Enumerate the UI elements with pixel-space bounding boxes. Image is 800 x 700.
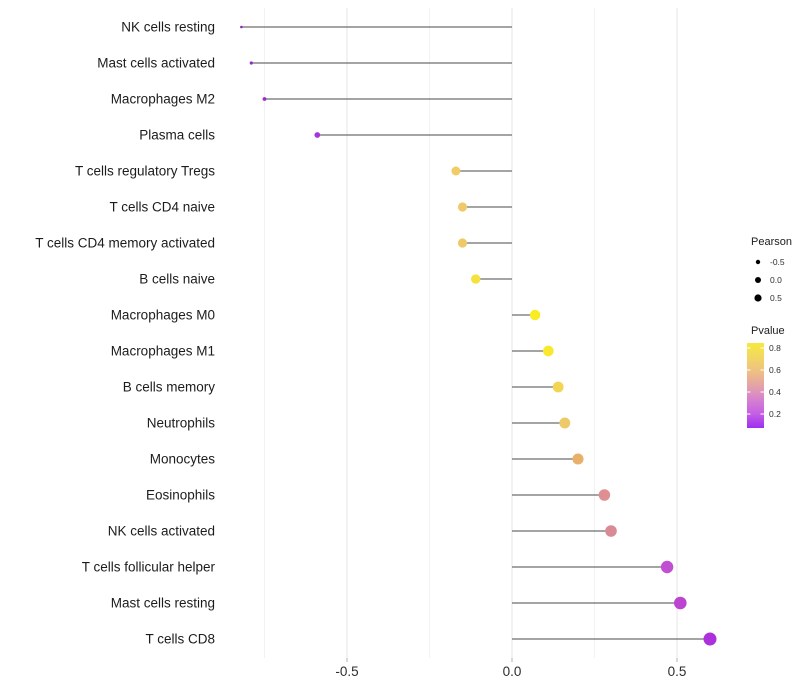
size-legend-label: 0.0 [770, 275, 782, 285]
category-label: NK cells activated [108, 524, 215, 539]
size-legend-dot [755, 259, 761, 265]
category-label: Monocytes [150, 452, 216, 467]
category-label: T cells CD4 naive [109, 200, 215, 215]
lollipop-dot [598, 489, 611, 501]
size-legend-title: Pearson [751, 236, 792, 248]
size-legend-label: 0.5 [770, 293, 782, 303]
x-axis: -0.5 0.0 0.5 [335, 658, 686, 679]
gridlines [264, 8, 678, 658]
category-label: T cells CD8 [145, 632, 215, 647]
category-label: T cells CD4 memory activated [35, 236, 215, 251]
lollipop-dot [552, 381, 564, 393]
lollipop-dot [529, 309, 541, 321]
colorbar-tick-label: 0.8 [769, 343, 781, 353]
category-label: Macrophages M2 [111, 92, 215, 107]
lollipop-dot [605, 525, 617, 537]
size-legend-label: -0.5 [770, 257, 785, 267]
x-axis-tick-label: 0.0 [503, 664, 522, 679]
x-axis-tick-label: 0.5 [668, 664, 687, 679]
category-label: Mast cells resting [111, 596, 215, 611]
colorbar-tick-label: 0.4 [769, 387, 781, 397]
category-label: Eosinophils [146, 488, 215, 503]
category-label: T cells follicular helper [82, 560, 216, 575]
lollipop-dot [542, 345, 554, 357]
category-label: Macrophages M1 [111, 344, 215, 359]
lollipop-dot [703, 632, 717, 646]
colorbar-tick-label: 0.2 [769, 409, 781, 419]
lollipop-dot [457, 202, 468, 212]
lollipop-dot [674, 596, 687, 610]
category-label: B cells memory [123, 380, 216, 395]
lollipop-dot [451, 166, 461, 176]
category-label: B cells naive [139, 272, 215, 287]
lollipop-dot [249, 61, 253, 65]
lollipop-dot [457, 238, 468, 248]
x-axis-tick-label: -0.5 [335, 664, 358, 679]
lollipop-dot [660, 560, 674, 574]
category-label: Mast cells activated [97, 56, 215, 71]
color-legend-title: Pvalue [751, 325, 785, 337]
lollipop-dot [471, 274, 481, 284]
pvalue-colorbar [747, 343, 764, 428]
category-label: Plasma cells [139, 128, 215, 143]
lollipop-dot [240, 25, 243, 29]
lollipop-dots [240, 25, 717, 646]
category-label: Neutrophils [147, 416, 216, 431]
lollipop-dot [314, 132, 321, 138]
colorbar-tick-label: 0.6 [769, 365, 781, 375]
legend: Pearson -0.5 0.0 0.5 Pvalue 0.8 0.6 0.4 0.2 [747, 236, 792, 428]
size-legend-dot [754, 294, 762, 302]
size-legend-dot [755, 277, 761, 283]
category-label: T cells regulatory Tregs [75, 164, 215, 179]
lollipop-stems [241, 26, 710, 640]
lollipop-dot [572, 453, 584, 465]
lollipop-dot [559, 417, 571, 429]
y-axis-labels: NK cells resting Mast cells activated Macr… [35, 20, 215, 647]
lollipop-dot [262, 97, 267, 101]
category-label: Macrophages M0 [111, 308, 215, 323]
category-label: NK cells resting [121, 20, 215, 35]
